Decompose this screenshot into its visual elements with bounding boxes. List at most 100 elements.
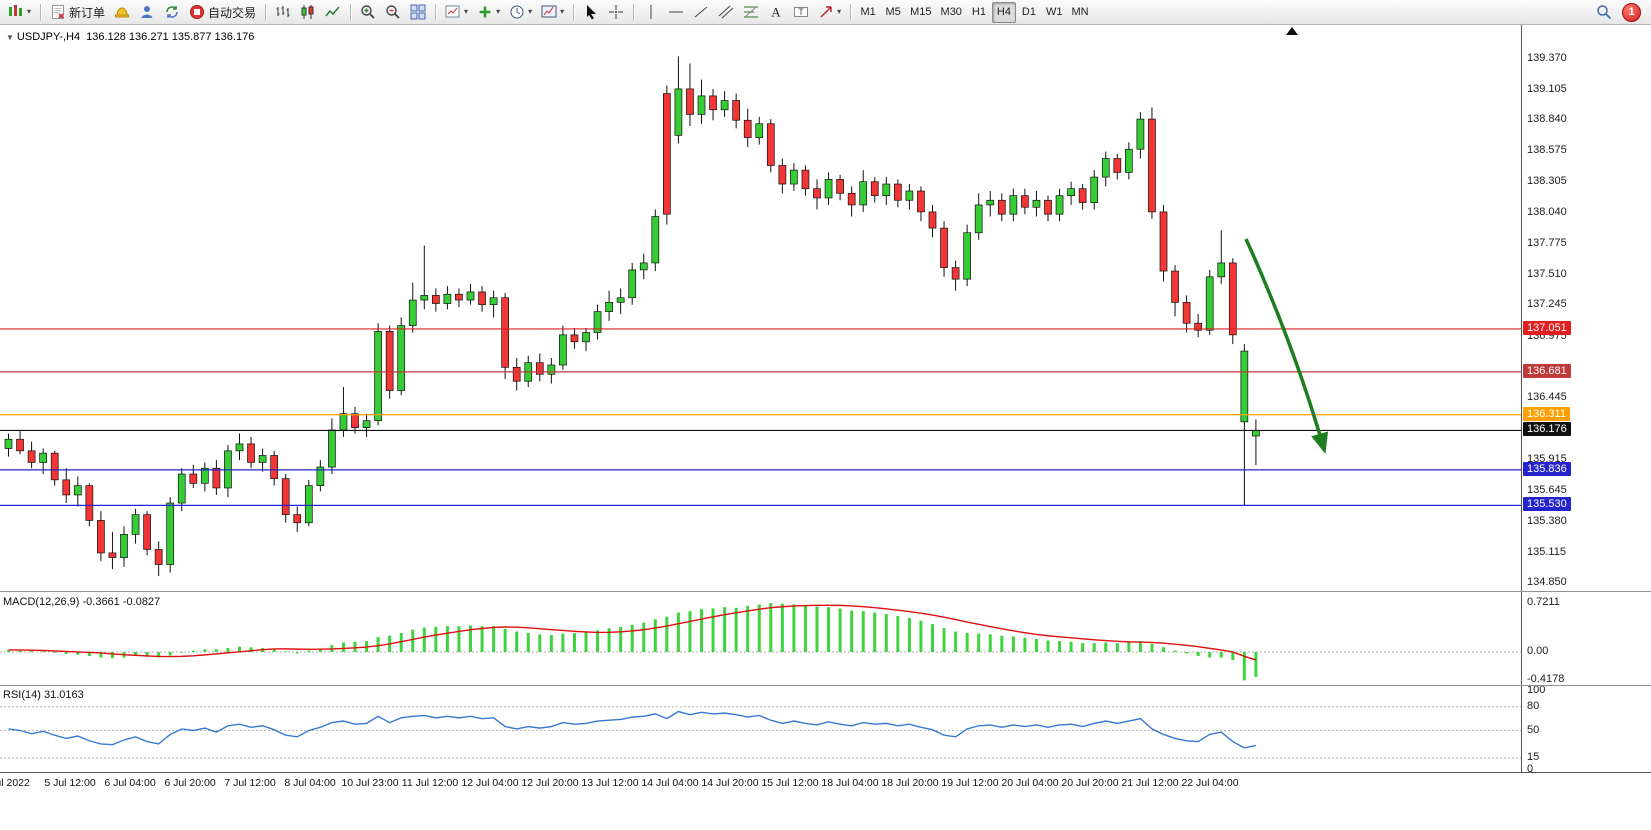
candle-body [1159, 211, 1168, 272]
toolbar-separator [633, 3, 635, 21]
macd-histogram-bar [538, 634, 542, 652]
candle-body [1136, 118, 1145, 150]
time-axis-label: 18 Jul 04:00 [821, 777, 879, 789]
new-order-button[interactable]: 新订单 [46, 2, 109, 23]
macd-histogram-bar [1023, 637, 1027, 652]
rsi-indicator-panel[interactable] [0, 686, 1521, 771]
candle-body [1252, 430, 1260, 437]
macd-histogram-bar [249, 647, 253, 652]
refresh-button[interactable] [160, 2, 184, 23]
timeframe-w1-button[interactable]: W1 [1042, 2, 1067, 23]
chevron-down-icon: ▾ [560, 7, 565, 16]
new-order-label: 新订单 [69, 5, 106, 20]
timeframe-h4-button[interactable]: H4 [991, 1, 1016, 23]
macd-histogram-bar [1231, 652, 1235, 661]
indicators-button[interactable]: ▾ [473, 2, 504, 23]
macd-histogram-bar [757, 604, 761, 652]
periods-button[interactable]: ▾ [505, 2, 536, 23]
candle-body [351, 413, 359, 428]
timeframe-h1-button[interactable]: H1 [967, 2, 991, 23]
candle-body [120, 534, 128, 558]
templates-button[interactable]: ▾ [537, 2, 568, 23]
candle-body [177, 473, 186, 504]
chart-window-icon [9, 5, 22, 16]
user-icon [141, 6, 153, 18]
macd-histogram-bar [1173, 650, 1177, 652]
fibonacci-tool-button[interactable] [739, 2, 763, 23]
text-tool-button[interactable]: A [764, 2, 788, 23]
candle-body [1148, 118, 1156, 213]
macd-histogram-bar [642, 622, 646, 652]
new-order-icon [52, 5, 65, 19]
horizontal-line-tool-button[interactable] [664, 2, 688, 23]
timeframe-d1-button[interactable]: D1 [1017, 2, 1041, 23]
text-label-tool-button[interactable]: T [789, 2, 813, 23]
time-axis-label: 14 Jul 04:00 [641, 777, 699, 789]
candle-body [651, 216, 660, 264]
search-button[interactable] [1592, 2, 1616, 23]
macd-histogram-bar [1069, 641, 1073, 652]
macd-histogram-bar [399, 632, 403, 652]
timeframe-m5-button[interactable]: M5 [881, 2, 905, 23]
trendline-tool-button[interactable] [689, 2, 713, 23]
arrows-tool-button[interactable]: ▾ [814, 2, 845, 23]
candle-body [1021, 195, 1029, 208]
vertical-line-tool-button[interactable] [639, 2, 663, 23]
timeframe-m30-button[interactable]: M30 [937, 2, 966, 23]
zoom-out-button[interactable] [381, 2, 405, 23]
search-icon [1597, 5, 1612, 20]
trend-arrow-annotation[interactable] [1244, 238, 1329, 455]
panel-splitter[interactable] [0, 685, 1651, 686]
zoom-in-button[interactable] [356, 2, 380, 23]
timeframe-m15-button[interactable]: M15 [906, 2, 935, 23]
macd-histogram-bar [977, 633, 981, 652]
macd-histogram-bar [492, 626, 496, 652]
chart-collapse-icon: ▼ [6, 33, 14, 42]
macd-histogram-bar [676, 612, 680, 652]
main-price-chart[interactable] [0, 25, 1521, 592]
candlestick-chart-button[interactable] [296, 2, 320, 23]
crosshair-tool-button[interactable] [604, 2, 628, 23]
macd-histogram-bar [515, 631, 519, 652]
text-label-icon: T [794, 7, 809, 17]
chart-ohlc-header: ▼ USDJPY-,H4 136.128 136.271 135.877 136.1… [6, 31, 254, 43]
metaeditor-button[interactable] [110, 2, 134, 23]
channel-tool-button[interactable] [714, 2, 738, 23]
notification-badge[interactable]: 1 [1622, 2, 1641, 22]
price-tag: 135.836 [1523, 461, 1571, 476]
candle-body [859, 181, 868, 206]
line-chart-button[interactable] [321, 2, 345, 23]
candle-body [905, 190, 914, 201]
terminal-button[interactable] [135, 2, 159, 23]
macd-histogram-bar [861, 611, 865, 652]
candle-body [870, 181, 879, 196]
macd-histogram-bar [422, 627, 426, 652]
candle-body [235, 443, 244, 452]
auto-trading-button[interactable]: 自动交易 [185, 2, 260, 23]
candle-body [766, 123, 775, 166]
toolbar-separator [850, 3, 852, 21]
auto-trading-label: 自动交易 [208, 5, 257, 20]
new-chart-button[interactable]: ▾ [441, 2, 472, 23]
candle-body [709, 95, 717, 111]
tile-windows-button[interactable] [406, 2, 430, 23]
macd-histogram-bar [1196, 652, 1200, 657]
candle-body [1217, 262, 1226, 278]
candle-body [304, 485, 313, 524]
macd-indicator-panel[interactable] [0, 592, 1521, 685]
candle-body [478, 291, 486, 306]
timeframe-mn-button[interactable]: MN [1067, 2, 1092, 23]
macd-histogram-bar [688, 611, 692, 652]
timeframe-m1-button[interactable]: M1 [856, 2, 880, 23]
price-axis-label: 138.575 [1527, 144, 1567, 157]
candle-body [616, 297, 625, 303]
panel-splitter[interactable] [0, 591, 1651, 592]
cursor-tool-button[interactable] [579, 2, 603, 23]
metaeditor-hat-icon [115, 7, 130, 18]
chart-shift-marker-icon[interactable] [1286, 27, 1298, 35]
candle-body [1194, 322, 1203, 331]
price-axis-label: 138.305 [1527, 175, 1567, 188]
chart-window-button[interactable]: ▾ [4, 2, 35, 23]
bar-chart-button[interactable] [271, 2, 295, 23]
macd-histogram-bar [584, 632, 588, 652]
